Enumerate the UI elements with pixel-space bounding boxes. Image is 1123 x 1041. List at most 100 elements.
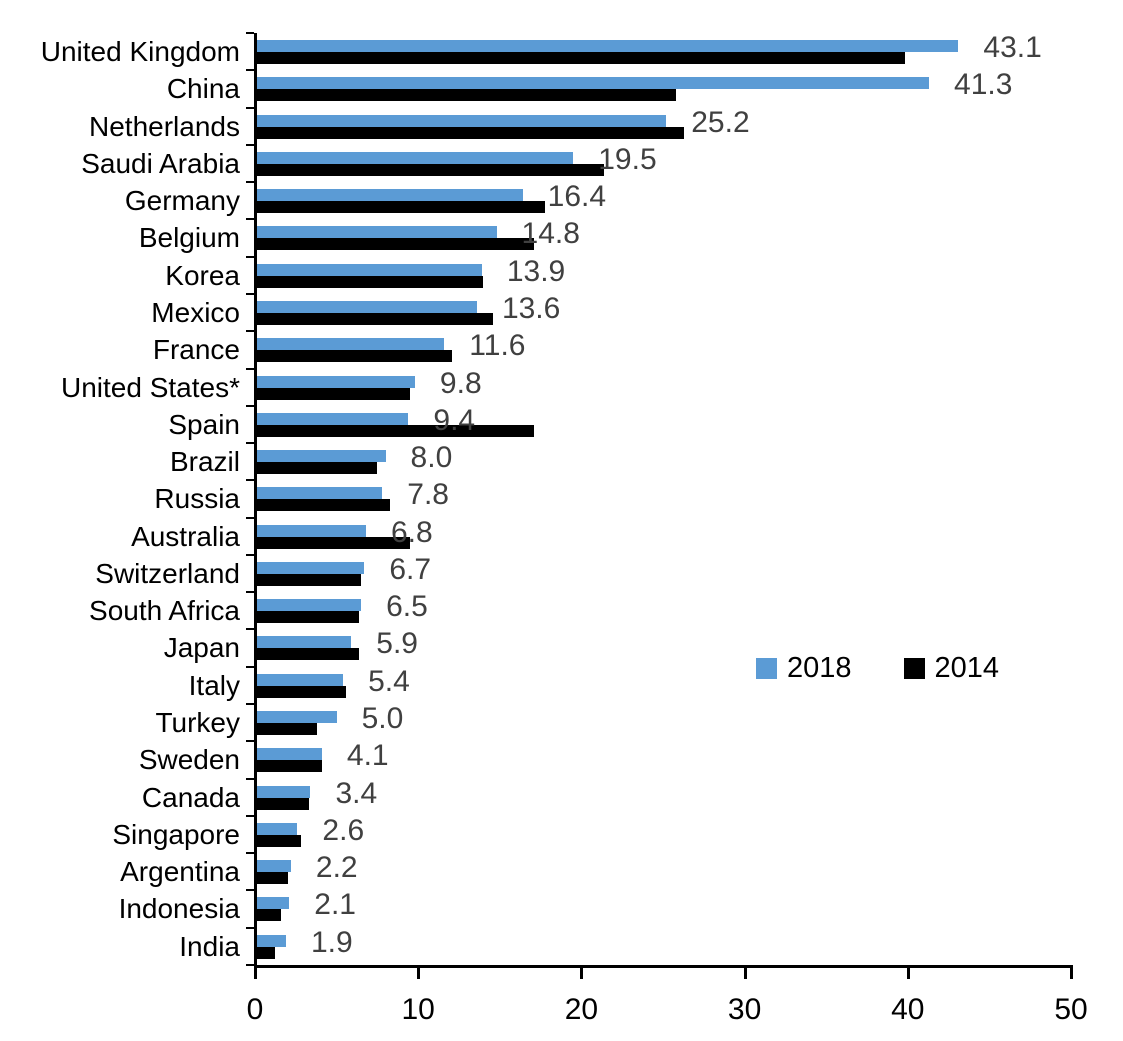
- bar-2018: [255, 673, 344, 686]
- y-axis-tick: [246, 292, 254, 295]
- bar-2014: [255, 52, 905, 64]
- y-axis-tick: [246, 553, 254, 556]
- bar-2018: [255, 77, 930, 90]
- value-label: 9.8: [439, 366, 482, 400]
- category-label: Spain: [168, 408, 240, 440]
- y-axis-tick: [246, 255, 254, 258]
- bar-2018: [255, 711, 337, 724]
- y-axis-tick: [246, 814, 254, 817]
- y-axis-tick: [246, 69, 254, 72]
- value-label: 7.8: [407, 478, 449, 512]
- value-label: 13.6: [501, 291, 561, 325]
- bar-2018: [255, 151, 574, 164]
- y-axis-tick: [246, 628, 254, 631]
- bar-2018: [255, 524, 366, 537]
- bar-2018: [255, 934, 286, 947]
- bar-2014: [255, 275, 484, 288]
- value-label: 5.4: [368, 664, 410, 698]
- category-label: Russia: [154, 483, 240, 515]
- y-axis-tick: [246, 740, 254, 743]
- category-label: Mexico: [151, 296, 240, 328]
- category-label: United States*: [61, 371, 240, 403]
- legend-label-2014: 2014: [934, 652, 1000, 684]
- category-label: Brazil: [169, 446, 240, 478]
- value-label: 5.9: [376, 627, 418, 661]
- bar-2014: [255, 462, 378, 475]
- legend: 2018 2014: [756, 652, 999, 685]
- y-axis-tick: [246, 591, 254, 594]
- value-label: 2.1: [314, 888, 356, 922]
- value-label: 6.5: [386, 590, 428, 624]
- y-axis-tick: [246, 777, 254, 780]
- y-axis-tick: [246, 404, 254, 407]
- category-label: Germany: [124, 185, 240, 217]
- bar-2018: [255, 412, 409, 425]
- y-axis-tick: [246, 479, 254, 482]
- bar-2018: [255, 40, 959, 52]
- y-axis-tick: [246, 703, 254, 706]
- bar-2014: [255, 872, 288, 885]
- x-axis-tick-label: 50: [1054, 993, 1088, 1026]
- bar-2018: [255, 226, 497, 239]
- bar-2014: [255, 89, 677, 102]
- bar-2014: [255, 499, 391, 512]
- bar-2014: [255, 834, 301, 847]
- bar-2018: [255, 860, 291, 873]
- category-label: Canada: [141, 781, 240, 813]
- value-label: 41.3: [954, 68, 1013, 102]
- bar-2014: [255, 387, 411, 400]
- value-label: 25.2: [691, 105, 750, 139]
- bar-2014: [255, 163, 605, 176]
- x-axis-tick-label: 20: [564, 993, 599, 1026]
- category-label: Netherlands: [89, 110, 240, 142]
- y-axis-tick: [246, 32, 254, 34]
- bar-2018: [255, 338, 445, 351]
- category-label: Japan: [163, 632, 240, 664]
- bar-2014: [255, 909, 282, 922]
- category-label: Italy: [188, 669, 240, 701]
- bar-2014: [255, 312, 494, 325]
- legend-swatch-2014: [903, 658, 925, 679]
- y-axis-tick: [246, 665, 254, 668]
- bar-2014: [255, 126, 685, 139]
- category-label: Australia: [131, 520, 240, 552]
- bar-2014: [255, 350, 453, 363]
- y-axis-tick: [246, 516, 254, 519]
- bar-2018: [255, 785, 311, 798]
- legend-swatch-2018: [756, 658, 777, 679]
- bar-2014: [255, 723, 318, 736]
- y-axis-tick: [246, 181, 254, 184]
- category-label: Indonesia: [118, 893, 240, 925]
- bar-2018: [255, 189, 523, 202]
- x-axis-tick: [906, 968, 910, 979]
- value-label: 3.4: [335, 776, 378, 810]
- value-label: 1.9: [311, 925, 353, 959]
- value-label: 6.7: [389, 552, 432, 586]
- y-axis-tick: [246, 926, 254, 929]
- bar-2018: [255, 599, 362, 612]
- value-label: 6.8: [390, 515, 433, 549]
- y-axis-line: [254, 33, 257, 968]
- bar-2018: [255, 897, 290, 910]
- legend-label-2018: 2018: [787, 652, 852, 684]
- x-axis-tick: [580, 968, 584, 979]
- bar-2014: [255, 946, 275, 959]
- y-axis-tick: [246, 143, 254, 146]
- bar-2014: [255, 685, 347, 698]
- bar-2018: [255, 263, 482, 276]
- value-label: 11.6: [469, 329, 526, 363]
- category-label: China: [166, 73, 240, 105]
- x-axis-tick-label: 10: [401, 993, 435, 1026]
- y-axis-tick: [246, 964, 254, 966]
- bar-2014: [255, 611, 360, 624]
- bar-2018: [255, 748, 322, 761]
- value-label: 13.9: [506, 254, 566, 288]
- y-axis-tick: [246, 889, 254, 892]
- category-label: Turkey: [155, 707, 240, 739]
- value-label: 5.0: [361, 702, 404, 736]
- category-label: Belgium: [138, 222, 240, 254]
- x-axis-tick: [743, 968, 747, 979]
- category-label: South Africa: [89, 595, 240, 627]
- bar-2018: [255, 636, 352, 649]
